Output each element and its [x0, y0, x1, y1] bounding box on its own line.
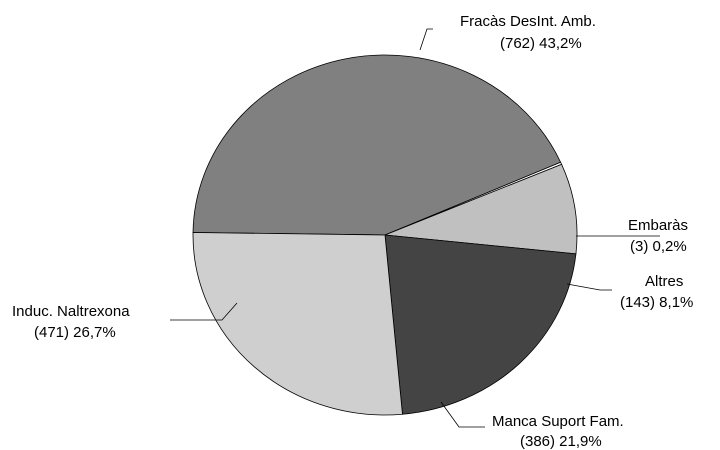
leader-line-manca: [440, 401, 485, 428]
pie-slice-frac-s-desint-amb: [192, 54, 562, 236]
label-induc-name: Induc. Naltrexona: [12, 303, 130, 320]
label-manca-value: (386) 21,9%: [520, 433, 602, 450]
label-induc-value: (471) 26,7%: [34, 324, 116, 341]
leader-line-induc: [170, 302, 238, 321]
label-fracas-name: Fracàs DesInt. Amb.: [460, 13, 596, 30]
leader-line-fracas: [419, 28, 433, 51]
pie-slice-manca-suport-fam: [384, 234, 577, 415]
label-embaras-value: (3) 0,2%: [630, 238, 687, 255]
label-altres: Altres (143) 8,1%: [620, 273, 693, 311]
leader-line-altres: [566, 283, 612, 291]
label-fracas: Fracàs DesInt. Amb. (762) 43,2%: [460, 13, 596, 52]
label-altres-value: (143) 8,1%: [620, 294, 693, 311]
pie-slice-altres: [384, 163, 578, 255]
leader-lines: [170, 28, 660, 428]
label-manca-name: Manca Suport Fam.: [492, 413, 624, 430]
pie-slices: [192, 54, 578, 416]
label-embaras: Embaràs (3) 0,2%: [628, 217, 688, 255]
label-induc: Induc. Naltrexona (471) 26,7%: [12, 303, 130, 341]
label-altres-name: Altres: [645, 273, 683, 290]
label-fracas-value: (762) 43,2%: [500, 35, 582, 52]
label-manca: Manca Suport Fam. (386) 21,9%: [492, 413, 624, 450]
pie-slice-induc-naltrexona: [192, 232, 403, 416]
label-embaras-name: Embaràs: [628, 217, 688, 234]
